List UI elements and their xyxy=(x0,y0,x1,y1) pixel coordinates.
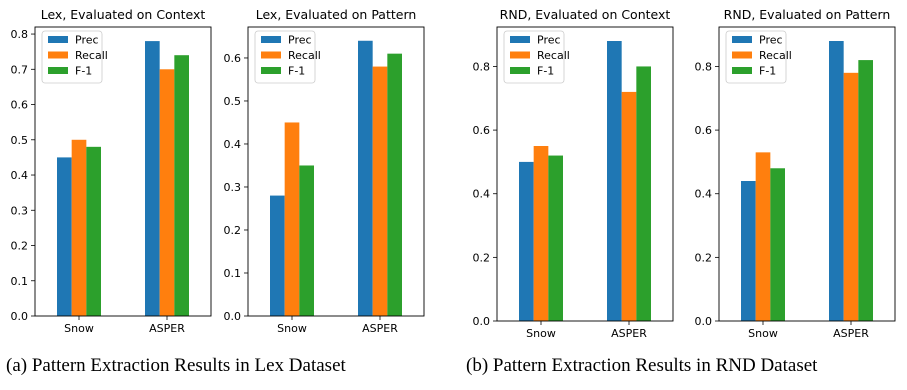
legend-swatch xyxy=(510,36,530,43)
legend-label: Prec xyxy=(75,34,99,47)
bar-snow-prec xyxy=(519,161,534,321)
y-tick-label: 0.3 xyxy=(11,204,29,217)
legend-label: Recall xyxy=(759,49,792,62)
chart-2: Snow ASPER 0.0 0.1 0.2 0.3 0.4 0.5 0.6 Lex, Evalu… xyxy=(224,7,425,335)
y-tick-label: 0.4 xyxy=(695,188,713,201)
bar-snow-prec xyxy=(741,181,756,321)
x-tick-label: ASPER xyxy=(611,327,647,340)
legend-swatch xyxy=(48,67,68,74)
bar-snow-recall xyxy=(533,146,549,321)
caption-b: (b) Pattern Extraction Results in RND Da… xyxy=(466,355,818,376)
y-tick-label: 0.4 xyxy=(473,188,491,201)
legend-swatch xyxy=(261,36,281,43)
legend-swatch xyxy=(732,67,752,74)
y-tick-label: 0.3 xyxy=(224,181,242,194)
bar-snow-f1 xyxy=(770,168,785,321)
legend-swatch xyxy=(732,36,752,43)
chart-title: RND, Evaluated on Pattern xyxy=(724,7,891,22)
x-tick-label: ASPER xyxy=(833,327,869,340)
x-tick-label: Snow xyxy=(526,327,556,340)
legend-swatch xyxy=(732,51,752,59)
y-tick-label: 0.6 xyxy=(473,124,491,137)
bar-asper-recall xyxy=(159,69,175,316)
bar-asper-recall xyxy=(621,91,637,321)
y-tick-label: 0.8 xyxy=(473,60,491,73)
chart-4: Snow ASPER 0.0 0.2 0.4 0.6 0.8 RND, Evaluated o… xyxy=(695,7,896,340)
legend-label: Recall xyxy=(537,49,570,62)
y-tick-label: 0.7 xyxy=(11,63,29,76)
chart-title: RND, Evaluated on Context xyxy=(500,7,671,22)
x-tick-label: Snow xyxy=(277,322,307,335)
y-tick-label: 0.5 xyxy=(224,95,242,108)
legend-label: Recall xyxy=(288,49,321,62)
y-tick-label: 0.6 xyxy=(695,124,713,137)
bar-asper-f1 xyxy=(636,66,651,321)
chart-1: Snow ASPER 0.0 0.1 0.2 0.3 0.4 0.5 0.6 0.7 0.8 Lex,… xyxy=(11,7,212,335)
bar-asper-prec xyxy=(358,40,373,316)
legend-label: Prec xyxy=(288,34,312,47)
x-tick-label: ASPER xyxy=(149,322,185,335)
bar-snow-f1 xyxy=(86,146,101,316)
legend-label: F-1 xyxy=(759,65,776,78)
bar-asper-f1 xyxy=(174,55,189,316)
bar-asper-f1 xyxy=(858,60,873,322)
bar-asper-recall xyxy=(372,66,388,316)
y-tick-label: 0.1 xyxy=(11,275,29,288)
plot-frame xyxy=(496,26,674,322)
bar-asper-recall xyxy=(843,72,859,321)
bar-snow-prec xyxy=(270,195,285,316)
legend-label: F-1 xyxy=(537,65,554,78)
y-tick-label: 0.5 xyxy=(11,134,29,147)
legend-swatch xyxy=(48,36,68,43)
legend-label: Prec xyxy=(537,34,561,47)
y-tick-label: 0.0 xyxy=(695,315,713,328)
legend-swatch xyxy=(261,51,281,59)
y-tick-label: 0.0 xyxy=(11,310,29,323)
y-tick-label: 0.0 xyxy=(224,310,242,323)
bar-snow-recall xyxy=(284,122,300,316)
legend-swatch xyxy=(261,67,281,74)
y-tick-label: 0.4 xyxy=(11,169,29,182)
y-tick-label: 0.2 xyxy=(473,251,491,264)
y-tick-label: 0.1 xyxy=(224,267,242,280)
legend-swatch xyxy=(510,51,530,59)
plot-frame xyxy=(34,26,212,317)
y-tick-label: 0.6 xyxy=(224,52,242,65)
bar-snow-f1 xyxy=(299,165,314,316)
legend-label: Recall xyxy=(75,49,108,62)
bar-snow-recall xyxy=(71,139,87,316)
y-tick-label: 0.4 xyxy=(224,138,242,151)
legend-swatch xyxy=(48,51,68,59)
bar-asper-prec xyxy=(829,41,844,321)
caption-a: (a) Pattern Extraction Results in Lex Da… xyxy=(6,355,346,376)
y-tick-label: 0.2 xyxy=(224,224,242,237)
y-tick-label: 0.2 xyxy=(695,251,713,264)
bar-asper-prec xyxy=(607,41,622,321)
y-tick-label: 0.8 xyxy=(695,60,713,73)
bar-snow-prec xyxy=(57,157,72,316)
chart-title: Lex, Evaluated on Pattern xyxy=(256,7,417,22)
bar-snow-f1 xyxy=(548,155,563,321)
bar-asper-prec xyxy=(145,41,160,316)
legend-label: Prec xyxy=(759,34,783,47)
plot-frame xyxy=(718,26,896,322)
y-tick-label: 0.0 xyxy=(473,315,491,328)
bar-asper-f1 xyxy=(387,53,402,316)
x-tick-label: Snow xyxy=(64,322,94,335)
y-tick-label: 0.2 xyxy=(11,240,29,253)
plot-frame xyxy=(247,26,425,317)
legend-swatch xyxy=(510,67,530,74)
x-tick-label: Snow xyxy=(748,327,778,340)
bar-snow-recall xyxy=(755,152,771,321)
chart-3: Snow ASPER 0.0 0.2 0.4 0.6 0.8 RND, Evaluated o… xyxy=(473,7,674,340)
legend-label: F-1 xyxy=(288,65,305,78)
legend-label: F-1 xyxy=(75,65,92,78)
x-tick-label: ASPER xyxy=(362,322,398,335)
y-tick-label: 0.8 xyxy=(11,28,29,41)
chart-title: Lex, Evaluated on Context xyxy=(41,7,206,22)
y-tick-label: 0.6 xyxy=(11,99,29,112)
